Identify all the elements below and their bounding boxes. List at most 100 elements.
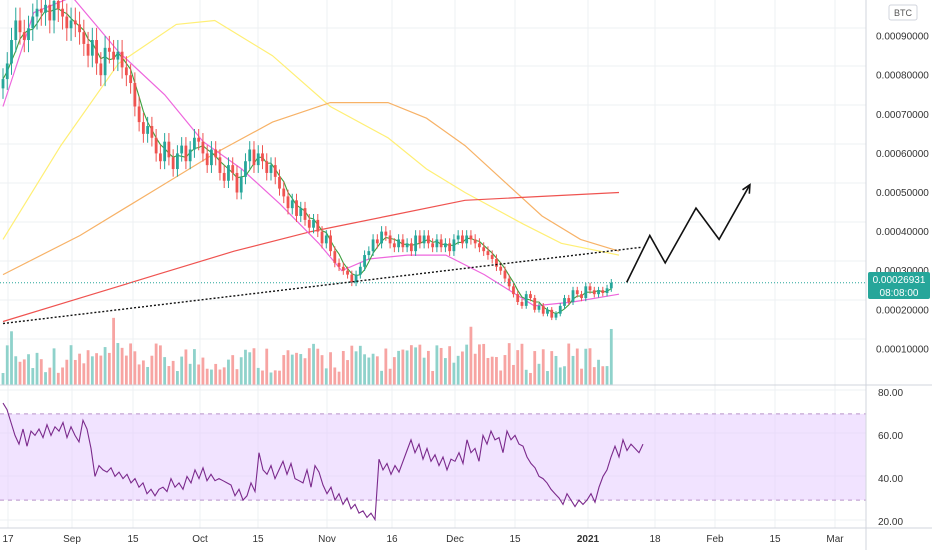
- candle-body: [103, 47, 107, 76]
- volume-bar: [456, 355, 460, 385]
- price-axis-label: 0.00010000: [876, 344, 929, 355]
- candle-body: [95, 40, 98, 64]
- support-trendline[interactable]: [2, 246, 643, 325]
- candle-body: [222, 172, 226, 181]
- volume-bar: [490, 356, 494, 385]
- time-axis-label: Dec: [446, 534, 464, 545]
- time-axis-label: Sep: [63, 534, 81, 545]
- moving-average-line: [2, 0, 620, 307]
- candle-body: [405, 243, 409, 248]
- candle-body: [512, 286, 515, 295]
- volume-bar: [124, 355, 128, 385]
- volume-bar: [452, 362, 456, 385]
- candle-body: [473, 239, 477, 244]
- currency-button[interactable]: BTC: [888, 4, 918, 21]
- price-axis-label: 0.00070000: [876, 110, 929, 121]
- time-axis-label: 15: [252, 534, 264, 545]
- volume-bar: [154, 343, 158, 385]
- volume-bar: [392, 357, 396, 385]
- candle-body: [469, 235, 473, 240]
- volume-bar: [205, 368, 209, 385]
- candle-body: [146, 126, 150, 134]
- candle-body: [163, 141, 167, 162]
- volume-bar: [422, 357, 426, 385]
- candle-body: [65, 16, 69, 29]
- rsi-axis[interactable]: 80.00 60.00 40.00 20.00: [878, 388, 903, 528]
- volume-bar: [324, 368, 328, 385]
- volume-bar: [112, 317, 115, 385]
- volume-bar: [171, 360, 175, 385]
- volume-bar: [231, 355, 235, 385]
- candle-body: [282, 188, 286, 197]
- volume-bar: [375, 356, 379, 385]
- volume-bar: [265, 348, 269, 385]
- candle-body: [320, 231, 324, 244]
- volume-bar: [214, 363, 218, 385]
- volume-bar: [435, 345, 439, 385]
- volume-bar: [520, 343, 524, 385]
- price-axis[interactable]: 0.00090000 0.00080000 0.00070000 0.00060000…: [876, 32, 929, 356]
- candle-body: [73, 20, 77, 25]
- candle-body: [129, 75, 133, 84]
- volume-bar: [227, 359, 230, 385]
- candle-body: [333, 251, 337, 263]
- volume-bar: [363, 354, 366, 385]
- volume-bar: [18, 361, 22, 385]
- candle-body: [290, 200, 294, 209]
- volume-bar: [299, 354, 303, 385]
- candle-body: [516, 294, 520, 302]
- candle-body: [575, 290, 579, 295]
- candle-body: [205, 153, 209, 166]
- volume-bar: [524, 369, 528, 385]
- candle-body: [286, 196, 290, 209]
- candle-body: [324, 235, 328, 244]
- volume-bar: [116, 343, 120, 385]
- time-axis-label: 16: [386, 534, 398, 545]
- volume-bar: [414, 347, 418, 385]
- moving-average-line: [2, 8, 612, 315]
- volume-bar: [533, 351, 537, 385]
- volume-bar: [82, 363, 86, 385]
- volume-bar: [31, 368, 35, 385]
- volume-bar: [580, 368, 583, 385]
- volume-bar: [469, 326, 473, 385]
- volume-bar: [78, 353, 81, 385]
- volume-bar: [5, 345, 9, 385]
- volume-bar: [235, 369, 239, 385]
- candle-body: [22, 32, 26, 41]
- candle-body: [252, 149, 256, 166]
- candle-body: [482, 247, 486, 252]
- time-axis[interactable]: 17 Sep 15 Oct 15 Nov 16 Dec 15 2021 18 Feb 15 Mar: [2, 534, 844, 545]
- volume-bar: [69, 345, 73, 385]
- volume-bar: [541, 349, 545, 385]
- candle-body: [31, 16, 35, 29]
- volume-bar: [133, 351, 137, 385]
- candle-body: [435, 239, 439, 248]
- volume-bar: [14, 356, 18, 385]
- candle-body: [27, 28, 30, 41]
- price-axis-label: 0.00050000: [876, 188, 929, 199]
- volume-bar: [584, 348, 588, 385]
- volume-bar: [529, 372, 532, 385]
- candle-body: [273, 165, 277, 177]
- volume-bar: [478, 344, 481, 385]
- volume-bar: [409, 345, 413, 385]
- volume-bar: [426, 350, 430, 385]
- candle-body: [503, 270, 507, 279]
- projection-path[interactable]: [625, 184, 751, 283]
- candle-body: [384, 231, 388, 236]
- candle-body: [541, 305, 545, 314]
- candle-body: [86, 43, 90, 56]
- candle-body: [554, 313, 558, 318]
- price-axis-label: 0.00030000: [876, 266, 929, 277]
- volume-bar: [350, 345, 354, 385]
- candle-body: [124, 67, 128, 76]
- candle-body: [137, 106, 141, 123]
- time-axis-label: Oct: [192, 534, 208, 545]
- candle-body: [597, 290, 600, 295]
- volume-bar: [210, 369, 213, 385]
- candle-body: [99, 63, 103, 76]
- volume-bar: [95, 353, 98, 385]
- volume-bar: [244, 349, 247, 385]
